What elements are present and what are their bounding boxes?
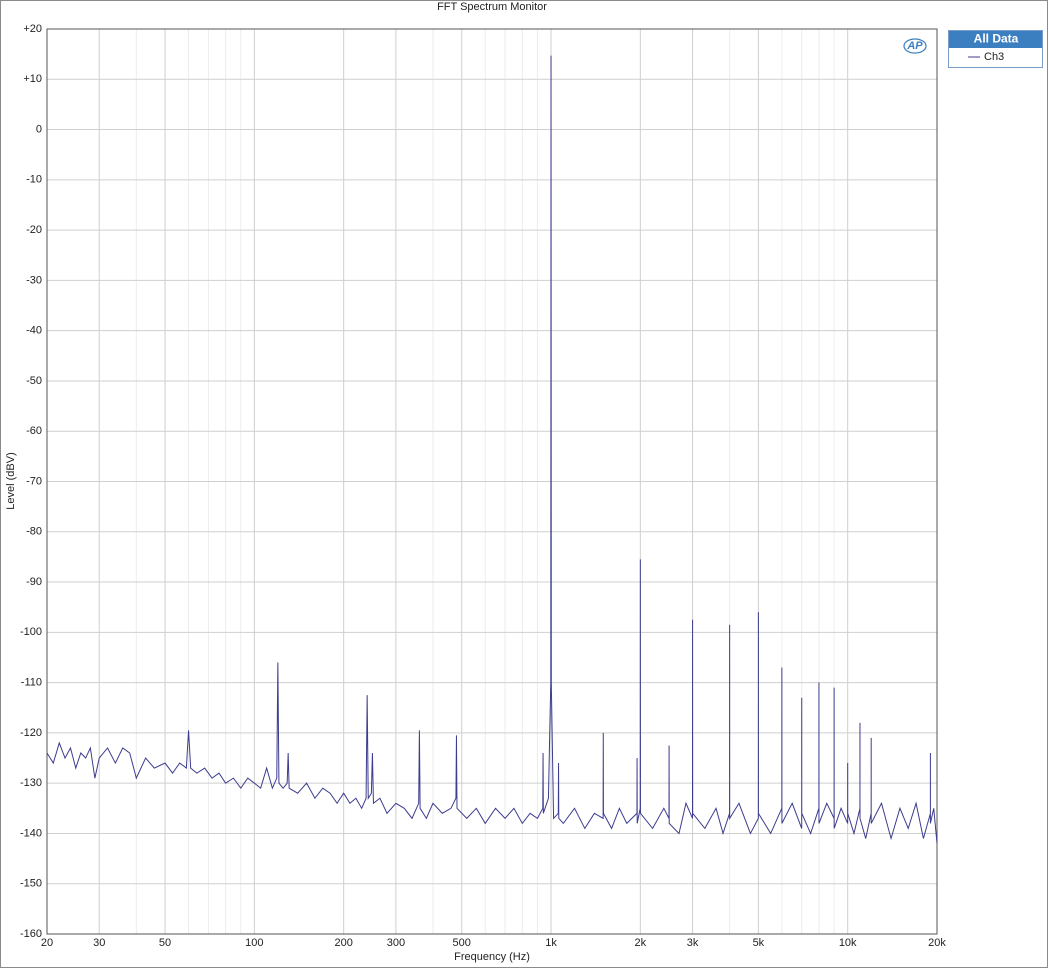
x-tick-label: 20 (41, 937, 53, 949)
y-tick-label: -50 (26, 375, 42, 387)
x-axis-label: Frequency (Hz) (454, 951, 530, 963)
plot-border (46, 28, 938, 935)
x-tick-label: 20k (928, 937, 946, 949)
y-axis-label: Level (dBV) (5, 452, 17, 509)
y-tick-label: -10 (26, 174, 42, 186)
y-tick-label: -130 (20, 777, 42, 789)
x-tick-label: 100 (245, 937, 263, 949)
y-tick-label: 0 (36, 123, 42, 135)
x-tick-label: 3k (687, 937, 699, 949)
y-tick-label: -40 (26, 325, 42, 337)
y-tick-label: -90 (26, 576, 42, 588)
chart-title: FFT Spectrum Monitor (437, 1, 547, 13)
y-tick-label: -140 (20, 827, 42, 839)
y-tick-label: -30 (26, 274, 42, 286)
y-tick-label: -60 (26, 425, 42, 437)
y-tick-label: +10 (23, 73, 42, 85)
y-tick-label: -160 (20, 928, 42, 940)
x-tick-label: 10k (839, 937, 857, 949)
series-line (46, 55, 938, 844)
legend-header (949, 31, 1042, 48)
x-tick-label: 200 (334, 937, 352, 949)
legend-label: Ch3 (984, 51, 1004, 63)
x-tick-label: 30 (93, 937, 105, 949)
y-tick-label: +20 (23, 23, 42, 35)
x-tick-label: 50 (159, 937, 171, 949)
y-tick-label: -110 (21, 677, 42, 689)
x-tick-label: 5k (753, 937, 765, 949)
y-tick-label: -80 (26, 526, 42, 538)
legend-title: All Data (974, 32, 1019, 46)
y-tick-label: -100 (20, 626, 42, 638)
x-tick-label: 2k (635, 937, 647, 949)
y-tick-label: -20 (26, 224, 42, 236)
x-tick-label: 300 (387, 937, 405, 949)
x-tick-label: 1k (545, 937, 557, 949)
logo: AP (906, 40, 923, 52)
y-tick-label: -150 (20, 878, 42, 890)
y-tick-label: -120 (20, 727, 42, 739)
x-tick-label: 500 (453, 937, 471, 949)
y-tick-label: -70 (26, 475, 42, 487)
logo-ring (903, 38, 927, 54)
